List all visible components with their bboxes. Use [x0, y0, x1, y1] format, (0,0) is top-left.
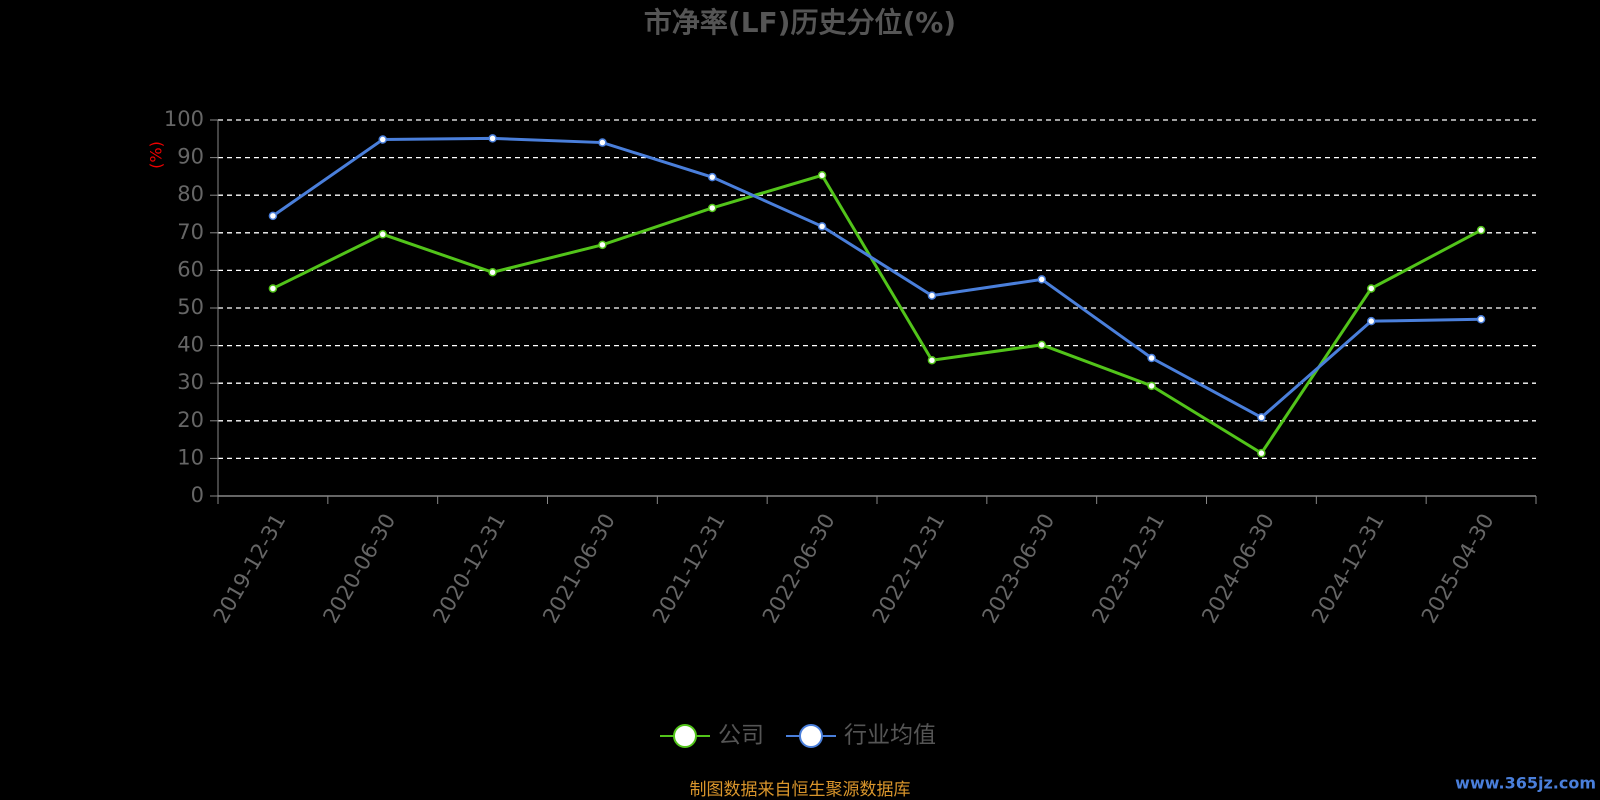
data-point [817, 171, 827, 180]
x-tick-label: 2022-12-31 [868, 510, 950, 628]
x-tick-label: 2021-06-30 [538, 510, 620, 628]
data-point [268, 211, 278, 221]
series-line [272, 173, 1482, 456]
y-tick-label: 0 [191, 483, 204, 507]
data-point [488, 134, 497, 143]
watermark: www.365jz.com [1455, 774, 1596, 793]
legend-label: 行业均值 [844, 723, 936, 749]
y-tick-label: 50 [177, 295, 204, 319]
data-point [598, 240, 607, 250]
x-tick-label: 2024-12-31 [1307, 510, 1389, 628]
data-point [708, 203, 717, 213]
data-point [817, 222, 827, 231]
x-tick-label: 2023-06-30 [977, 510, 1059, 628]
data-point [927, 291, 937, 300]
data-point [1367, 316, 1376, 326]
data-point [1257, 413, 1266, 422]
data-point [378, 135, 387, 144]
data-point [1367, 284, 1376, 293]
x-tick-label: 2019-12-31 [209, 510, 291, 628]
data-point [378, 230, 387, 239]
x-tick-label: 2021-12-31 [648, 510, 730, 628]
y-tick-label: 80 [177, 182, 204, 206]
y-tick-label: 40 [177, 333, 204, 357]
data-point [1147, 381, 1156, 391]
y-tick-label: 100 [164, 107, 204, 131]
source-note: 制图数据来自恒生聚源数据库 [690, 780, 911, 800]
y-tick-label: 70 [177, 220, 204, 244]
data-point [708, 172, 717, 182]
legend-label: 公司 [718, 723, 764, 749]
y-tick-label: 60 [177, 257, 204, 281]
x-tick-label: 2022-06-30 [758, 510, 840, 628]
data-point [1037, 275, 1046, 284]
chart-title: 市净率(LF)历史分位(%) [644, 6, 956, 39]
x-tick-label: 2020-12-31 [428, 510, 510, 628]
y-tick-label: 90 [177, 145, 204, 169]
data-point [1476, 225, 1486, 235]
x-tick-label: 2025-04-30 [1417, 510, 1499, 628]
data-point [488, 268, 497, 277]
y-axis-label: (%) [147, 141, 166, 169]
y-tick-label: 10 [177, 445, 204, 469]
y-tick-label: 30 [177, 370, 204, 394]
data-point [1476, 315, 1486, 324]
x-tick-label: 2023-12-31 [1087, 510, 1169, 628]
data-point [1147, 353, 1156, 363]
y-tick-label: 20 [177, 408, 204, 432]
legend-marker [673, 724, 697, 748]
x-tick-label: 2020-06-30 [318, 510, 400, 628]
x-tick-label: 2024-06-30 [1197, 510, 1279, 628]
data-point [927, 356, 937, 365]
series-line [272, 136, 1482, 420]
data-point [1257, 448, 1266, 458]
legend-marker [799, 724, 823, 748]
data-point [268, 284, 278, 293]
data-point [1037, 340, 1046, 350]
data-point [598, 138, 607, 147]
